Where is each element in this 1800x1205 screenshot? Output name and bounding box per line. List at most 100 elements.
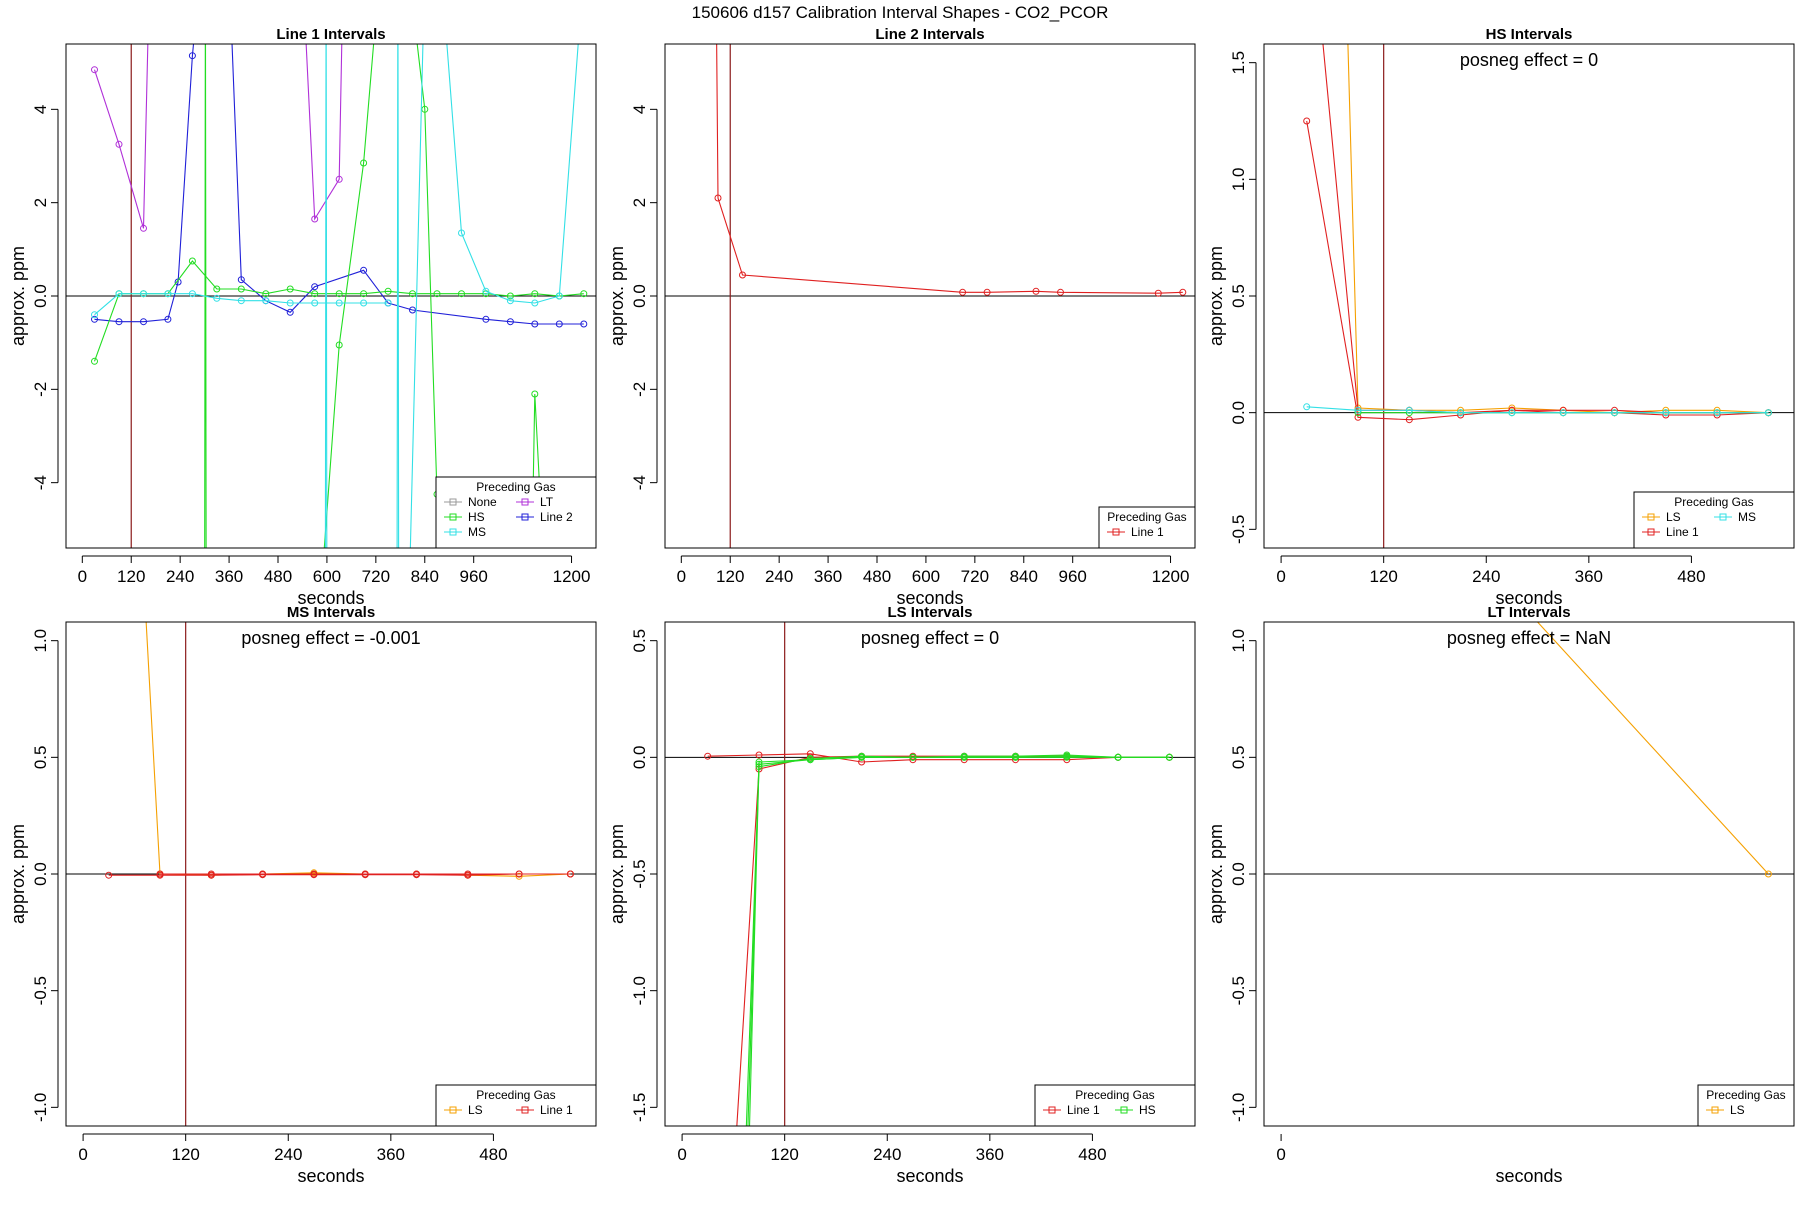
data-point: [164, 290, 172, 298]
data-point: [531, 390, 539, 398]
legend-entry: HS: [444, 510, 485, 524]
data-point: [156, 870, 164, 878]
legend-swatch-marker: [1112, 528, 1120, 536]
data-point: [1662, 409, 1670, 417]
data-point: [164, 315, 172, 323]
plot-title: LS Intervals: [887, 604, 972, 621]
x-tick-label: 0: [78, 567, 87, 586]
y-axis: -1.0 -0.5 0.0 0.5 1.0 approx. ppm: [8, 629, 59, 1122]
data-point: [1303, 403, 1311, 411]
series-line: [93, 44, 149, 229]
y-tick-label: 1.0: [1229, 168, 1248, 192]
data-point: [384, 299, 392, 307]
data-point: [409, 290, 416, 298]
data-point: [1303, 117, 1311, 125]
data-point: [482, 287, 490, 295]
x-tick-label: 840: [1010, 567, 1038, 586]
x-tick-label: 240: [1472, 567, 1500, 586]
series-line: [93, 260, 584, 362]
data-point: [1662, 406, 1670, 414]
data-point: [259, 870, 267, 878]
legend-swatch-marker: [1120, 1106, 1128, 1114]
data-point: [1559, 409, 1567, 417]
data-point: [1012, 753, 1019, 761]
y-axis-label: approx. ppm: [607, 246, 627, 346]
legend-swatch-marker: [521, 1106, 529, 1114]
x-axis-label: seconds: [896, 588, 963, 608]
series-line: [231, 44, 584, 325]
series-hs: [748, 752, 1173, 1126]
y-axis-label: approx. ppm: [1206, 246, 1226, 346]
y-axis: -4 -2 0.0 2 4 approx. ppm: [607, 105, 658, 490]
series-line: [716, 44, 1183, 294]
data-point: [1457, 411, 1465, 419]
data-point: [1405, 406, 1413, 414]
x-tick-label: 0: [78, 1145, 87, 1164]
y-tick-label: 1.5: [1229, 51, 1248, 75]
panel-1: Line 1 Intervals 0 120 240 360 480 600 720 840 96…: [8, 26, 597, 608]
data-point: [704, 752, 712, 760]
data-point: [115, 290, 123, 298]
legend-box: [435, 476, 597, 549]
x-tick-label: 1200: [1152, 567, 1190, 586]
data-point: [311, 290, 319, 298]
series-line: [94, 293, 389, 316]
posneg-annotation: posneg effect = -0.001: [241, 628, 420, 648]
data-point: [91, 311, 98, 319]
x-tick-label: 120: [117, 567, 145, 586]
legend-entry: LS: [1642, 510, 1681, 524]
legend-title: Preceding Gas: [476, 1088, 555, 1102]
plot-frame: [65, 621, 597, 1127]
data-point: [1405, 416, 1413, 424]
legend-entry: Line 1: [1107, 525, 1164, 539]
data-point: [464, 870, 472, 878]
series-hs: [204, 44, 207, 548]
legend-entry: Line 1: [1043, 1103, 1100, 1117]
series-line: [416, 44, 441, 548]
data-point: [755, 760, 763, 768]
data-point: [360, 290, 368, 298]
x-tick-label: 360: [976, 1145, 1004, 1164]
y-tick-label: -1.0: [1229, 1093, 1248, 1122]
y-tick-label: 0.5: [630, 629, 649, 653]
data-point: [262, 297, 270, 305]
legend-swatch-marker: [1711, 1106, 1719, 1114]
y-tick-label: 0.5: [31, 746, 50, 770]
data-point: [515, 872, 523, 880]
y-tick-label: -1.0: [31, 1093, 50, 1122]
data-point: [237, 297, 245, 305]
data-point: [140, 224, 147, 232]
panel-2: Line 2 Intervals 0 120 240 360 480 600 720 840 96…: [607, 26, 1196, 608]
data-point: [1154, 289, 1162, 297]
x-tick-label: 960: [460, 567, 488, 586]
x-tick-label: 720: [362, 567, 390, 586]
data-point: [91, 66, 98, 74]
series-line: [409, 44, 579, 548]
x-tick-label: 240: [166, 567, 194, 586]
legend-box: [435, 1084, 597, 1127]
panel-5: LS Intervals 0 120 240 360 480 seconds -1.5 -1.0…: [607, 604, 1196, 1186]
panel-6: LT Intervals 0 seconds -1.0 -0.5 0.0 0.5 1.0 app…: [1206, 604, 1795, 1186]
posneg-annotation: posneg effect = 0: [861, 628, 999, 648]
x-axis-label: seconds: [896, 1166, 963, 1186]
x-axis: 0 seconds: [1276, 1134, 1563, 1186]
data-point: [1457, 409, 1465, 417]
data-point: [1032, 287, 1040, 295]
legend-entry: None: [444, 495, 497, 509]
x-tick-label: 480: [264, 567, 292, 586]
y-axis: -0.5 0.0 0.5 1.0 1.5 approx. ppm: [1206, 51, 1257, 544]
data-point: [531, 320, 539, 328]
data-point: [566, 870, 574, 878]
legend-label: None: [468, 495, 497, 509]
legend-swatch-marker: [1647, 513, 1655, 521]
y-tick-label: 1.0: [31, 629, 50, 653]
x-axis: 0 120 240 360 480 600 720 840 960 1200 seconds: [677, 555, 1190, 608]
legend-box: [1034, 1084, 1196, 1127]
x-tick-label: 120: [1369, 567, 1397, 586]
data-point: [335, 341, 343, 349]
plot-area: [1264, 44, 1794, 548]
plot-frame: [664, 621, 1196, 1127]
data-point: [360, 299, 368, 307]
